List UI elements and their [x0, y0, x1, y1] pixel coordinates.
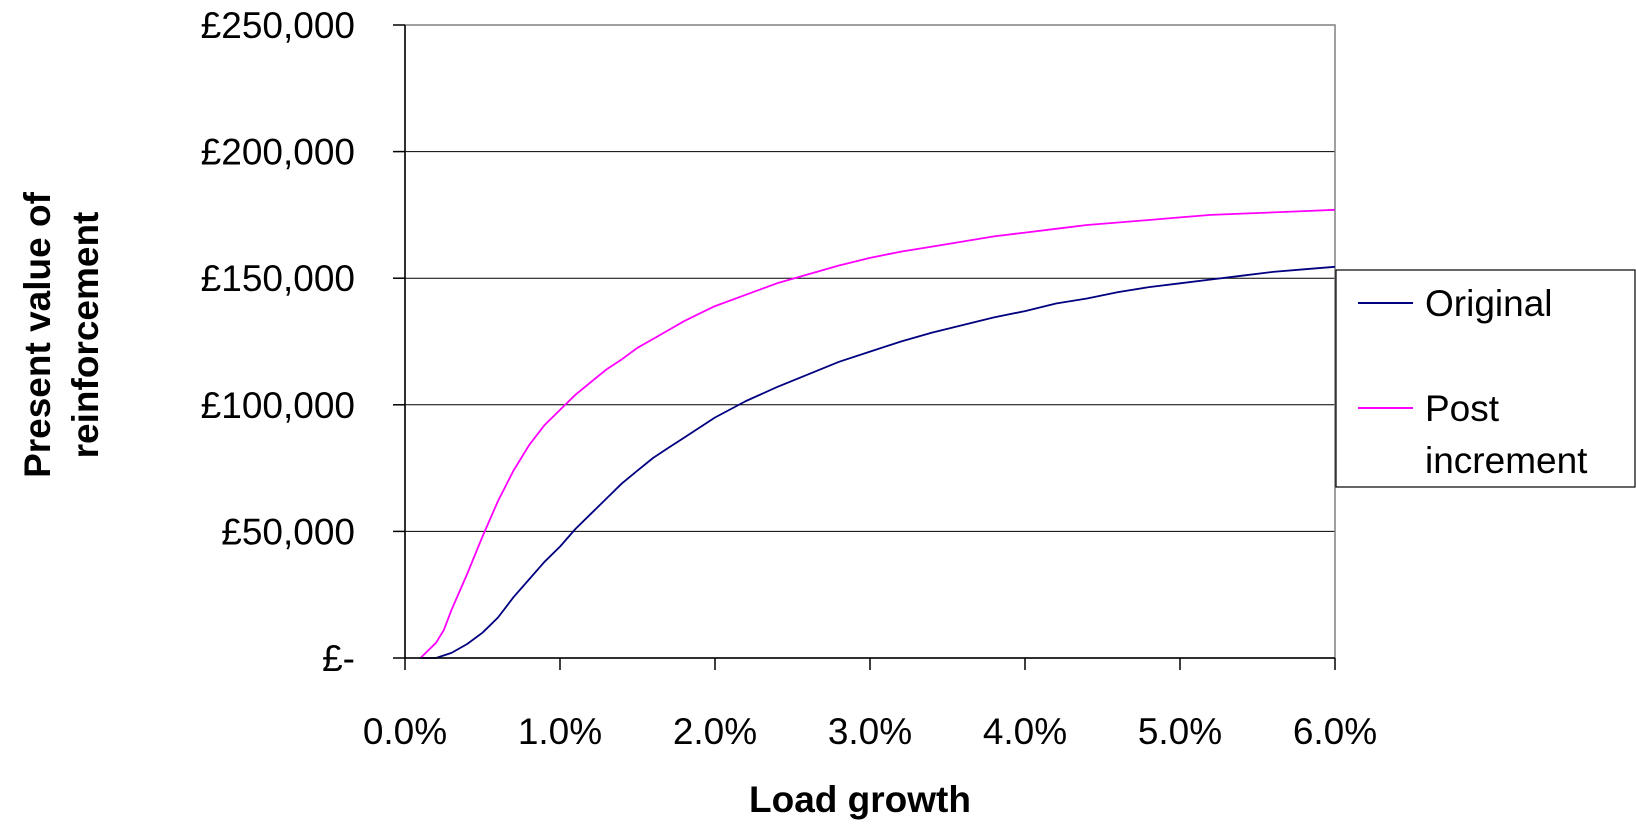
x-tick-label-5: 5.0%	[1138, 711, 1222, 752]
y-tick-label-1: £50,000	[221, 511, 355, 552]
y-axis-ticks: £- £50,000 £100,000 £150,000 £200,000 £250,00…	[201, 5, 405, 679]
y-tick-label-5: £250,000	[201, 5, 355, 46]
x-axis-ticks: 0.0% 1.0% 2.0% 3.0% 4.0% 5.0% 6.0%	[363, 658, 1377, 752]
x-tick-label-6: 6.0%	[1293, 711, 1377, 752]
x-axis-title: Load growth	[749, 779, 971, 820]
legend-label-original: Original	[1425, 283, 1553, 324]
legend-label-post-increment: Post increment	[1425, 388, 1588, 481]
series-line-original	[420, 265, 1336, 659]
y-axis-title-line-1: Present value of	[17, 191, 58, 478]
legend-label-post-increment-line-1: Post	[1425, 388, 1500, 429]
y-tick-label-3: £150,000	[201, 258, 355, 299]
legend-box	[1335, 269, 1636, 488]
y-axis-title-line-2: reinforcement	[65, 212, 106, 459]
y-tick-label-2: £100,000	[201, 385, 355, 426]
gridlines	[405, 24, 1335, 532]
x-tick-label-1: 1.0%	[518, 711, 602, 752]
legend-label-post-increment-line-2: increment	[1425, 440, 1588, 481]
series-line-post-increment	[419, 208, 1336, 659]
x-tick-label-2: 2.0%	[673, 711, 757, 752]
y-tick-label-0: £-	[322, 638, 355, 679]
series-lines	[419, 208, 1336, 659]
x-tick-label-0: 0.0%	[363, 711, 447, 752]
y-axis-title: Present value of reinforcement	[17, 191, 106, 478]
legend: Original Post increment	[1335, 269, 1636, 488]
y-tick-label-4: £200,000	[201, 132, 355, 173]
x-tick-label-4: 4.0%	[983, 711, 1067, 752]
x-tick-label-3: 3.0%	[828, 711, 912, 752]
